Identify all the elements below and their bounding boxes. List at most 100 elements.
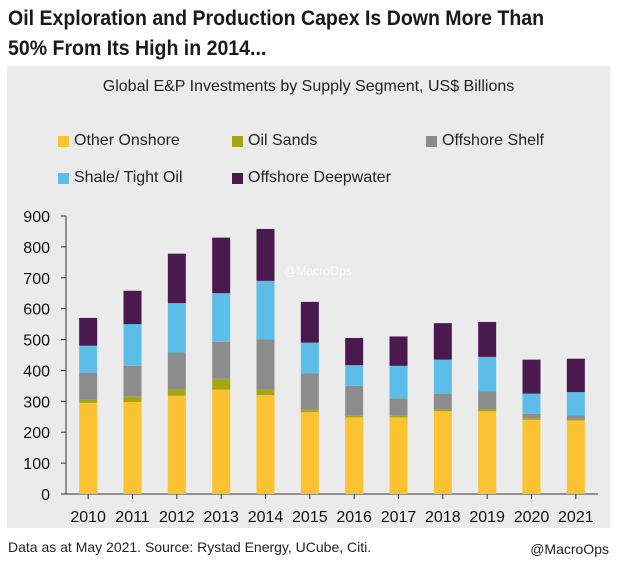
bar-2014-offshore-shelf bbox=[256, 339, 275, 390]
legend-swatch-offshore-shelf bbox=[426, 135, 437, 147]
bar-2021-other-onshore bbox=[566, 420, 585, 494]
bar-2021-offshore-shelf bbox=[566, 415, 585, 419]
x-tick-label-2019: 2019 bbox=[469, 509, 505, 526]
bar-2013-offshore-deepwater bbox=[212, 237, 231, 294]
bar-2011-other-onshore bbox=[123, 401, 142, 494]
bar-2019-oil-sands bbox=[478, 409, 497, 412]
bar-2013-other-onshore bbox=[212, 389, 231, 494]
legend-item-shale-tight-oil: Shale/ Tight Oil bbox=[58, 169, 183, 187]
bar-2012-offshore-shelf bbox=[167, 352, 186, 390]
x-tick-label-2018: 2018 bbox=[425, 509, 461, 526]
y-tick-label-600: 600 bbox=[23, 302, 50, 319]
legend-item-other-onshore: Other Onshore bbox=[58, 132, 180, 150]
x-tick-label-2021: 2021 bbox=[558, 509, 594, 526]
bar-2014-offshore-deepwater bbox=[256, 228, 275, 281]
bar-2014-oil-sands bbox=[256, 389, 275, 396]
legend-item-oil-sands: Oil Sands bbox=[232, 132, 317, 150]
headline: Oil Exploration and Production Capex Is … bbox=[8, 4, 566, 64]
watermark-text: @MacroOps bbox=[284, 264, 352, 278]
bar-2012-shale-tight-oil bbox=[167, 303, 186, 353]
bar-2017-other-onshore bbox=[389, 417, 408, 494]
bar-2014-other-onshore bbox=[256, 395, 275, 494]
y-tick-label-900: 900 bbox=[23, 209, 50, 226]
bar-2019-offshore-deepwater bbox=[478, 321, 497, 357]
bar-2013-offshore-shelf bbox=[212, 341, 231, 379]
bar-2020-offshore-deepwater bbox=[522, 359, 541, 394]
bar-2015-offshore-deepwater bbox=[300, 301, 319, 343]
x-tick-label-2016: 2016 bbox=[336, 509, 372, 526]
bar-2016-oil-sands bbox=[345, 415, 364, 418]
y-tick-label-100: 100 bbox=[23, 456, 50, 473]
x-tick-label-2010: 2010 bbox=[70, 509, 106, 526]
legend-swatch-shale-tight-oil bbox=[58, 172, 69, 184]
x-tick-label-2012: 2012 bbox=[159, 509, 195, 526]
legend-swatch-other-onshore bbox=[58, 135, 69, 147]
bar-2018-offshore-shelf bbox=[433, 393, 452, 410]
y-tick-label-200: 200 bbox=[23, 425, 50, 442]
bar-2020-other-onshore bbox=[522, 419, 541, 494]
y-tick-label-300: 300 bbox=[23, 394, 50, 411]
legend-item-offshore-deepwater: Offshore Deepwater bbox=[232, 169, 391, 187]
bar-2021-oil-sands bbox=[566, 418, 585, 421]
bar-2010-other-onshore bbox=[79, 402, 98, 494]
bar-2019-shale-tight-oil bbox=[478, 356, 497, 392]
y-tick-label-400: 400 bbox=[23, 363, 50, 380]
legend-label-other-onshore: Other Onshore bbox=[74, 132, 180, 149]
bar-2020-shale-tight-oil bbox=[522, 393, 541, 414]
bar-2012-other-onshore bbox=[167, 395, 186, 494]
y-tick-label-700: 700 bbox=[23, 271, 50, 288]
bar-2011-oil-sands bbox=[123, 396, 142, 402]
bar-2020-oil-sands bbox=[522, 418, 541, 420]
legend-label-offshore-shelf: Offshore Shelf bbox=[442, 132, 544, 149]
legend-label-shale-tight-oil: Shale/ Tight Oil bbox=[74, 169, 183, 186]
chart-title: Global E&P Investments by Supply Segment… bbox=[102, 78, 515, 95]
legend-label-offshore-deepwater: Offshore Deepwater bbox=[248, 169, 391, 186]
bar-2014-shale-tight-oil bbox=[256, 280, 275, 340]
x-tick-label-2015: 2015 bbox=[292, 509, 328, 526]
x-tick-label-2014: 2014 bbox=[248, 509, 284, 526]
y-tick-label-500: 500 bbox=[23, 333, 50, 350]
bar-2015-other-onshore bbox=[300, 412, 319, 494]
bar-2017-shale-tight-oil bbox=[389, 365, 408, 399]
bar-2011-offshore-deepwater bbox=[123, 290, 142, 325]
bar-2010-oil-sands bbox=[79, 399, 98, 403]
bar-2016-other-onshore bbox=[345, 417, 364, 494]
x-tick-label-2013: 2013 bbox=[203, 509, 239, 526]
source-note: Data as at May 2021. Source: Rystad Ener… bbox=[8, 539, 372, 555]
bar-2021-offshore-deepwater bbox=[566, 358, 585, 393]
bar-2017-offshore-deepwater bbox=[389, 336, 408, 366]
y-tick-label-800: 800 bbox=[23, 240, 50, 257]
bar-2013-oil-sands bbox=[212, 378, 231, 390]
bar-2012-offshore-deepwater bbox=[167, 253, 186, 304]
x-tick-label-2020: 2020 bbox=[514, 509, 550, 526]
legend-swatch-oil-sands bbox=[232, 135, 243, 147]
bar-2018-offshore-deepwater bbox=[433, 323, 452, 360]
bar-2013-shale-tight-oil bbox=[212, 293, 231, 342]
bar-2010-offshore-deepwater bbox=[79, 317, 98, 346]
bar-2012-oil-sands bbox=[167, 389, 186, 396]
bar-2018-shale-tight-oil bbox=[433, 359, 452, 394]
y-tick-label-0: 0 bbox=[41, 487, 50, 504]
x-tick-label-2011: 2011 bbox=[115, 509, 150, 526]
x-tick-label-2017: 2017 bbox=[381, 509, 417, 526]
credit-handle: @MacroOps bbox=[530, 541, 609, 557]
bar-2015-oil-sands bbox=[300, 409, 319, 413]
bar-2011-shale-tight-oil bbox=[123, 324, 142, 366]
bar-2017-oil-sands bbox=[389, 415, 408, 418]
bar-2016-shale-tight-oil bbox=[345, 365, 364, 386]
bar-2018-oil-sands bbox=[433, 409, 452, 412]
headline-line-2: 50% From Its High in 2014... bbox=[8, 37, 267, 60]
bar-2019-other-onshore bbox=[478, 411, 497, 494]
bar-2018-other-onshore bbox=[433, 411, 452, 494]
bar-2020-offshore-shelf bbox=[522, 413, 541, 419]
legend-swatch-offshore-deepwater bbox=[232, 172, 243, 184]
bar-2015-shale-tight-oil bbox=[300, 342, 319, 374]
legend-label-oil-sands: Oil Sands bbox=[248, 132, 318, 149]
headline-line-1: Oil Exploration and Production Capex Is … bbox=[8, 7, 545, 30]
bar-2010-offshore-shelf bbox=[79, 372, 98, 400]
legend-item-offshore-shelf: Offshore Shelf bbox=[426, 132, 544, 150]
bar-2019-offshore-shelf bbox=[478, 391, 497, 410]
bar-2011-offshore-shelf bbox=[123, 365, 142, 397]
bar-2016-offshore-deepwater bbox=[345, 338, 364, 366]
